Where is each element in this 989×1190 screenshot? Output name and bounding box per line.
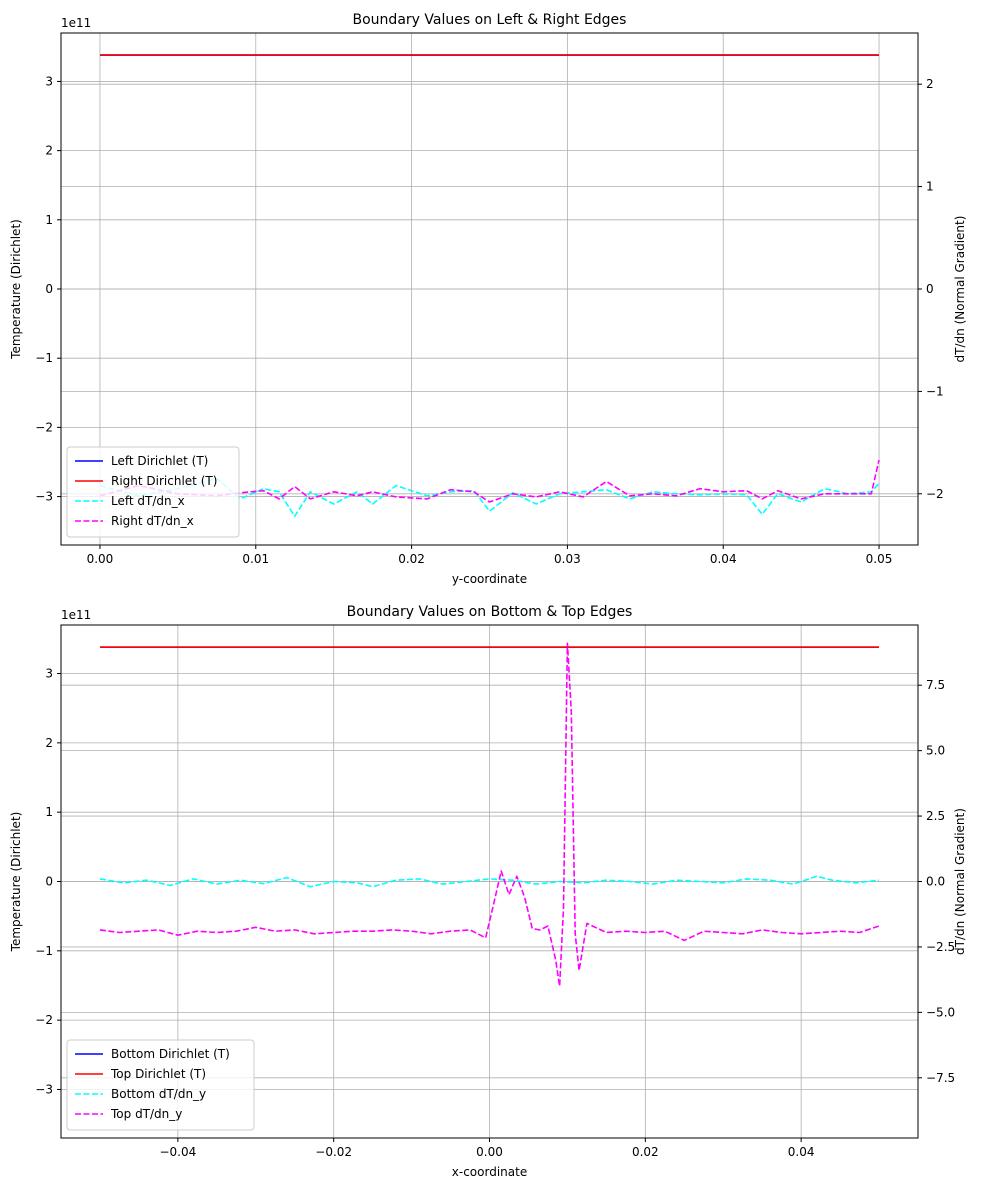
x-tick-label: 0.04 — [788, 1145, 815, 1159]
x-tick-label: 0.04 — [710, 552, 737, 566]
y-left-tick-label: 1 — [45, 213, 53, 227]
y-right-tick-label: −2.5 — [926, 940, 955, 954]
series-line — [99, 477, 880, 518]
x-tick-label: 0.03 — [554, 552, 581, 566]
x-tick-label: 0.01 — [242, 552, 269, 566]
y-left-tick-label: 2 — [45, 144, 53, 158]
y-left-tick-label: 3 — [45, 74, 53, 88]
y-right-axis-label: dT/dn (Normal Gradient) — [953, 808, 967, 955]
legend-label: Bottom Dirichlet (T) — [111, 1047, 230, 1061]
legend-label: Top dT/dn_y — [110, 1107, 182, 1121]
legend-label: Right Dirichlet (T) — [111, 474, 217, 488]
x-tick-label: −0.02 — [315, 1145, 352, 1159]
x-tick-label: −0.04 — [159, 1145, 196, 1159]
x-axis-label: y-coordinate — [452, 572, 527, 586]
y-right-tick-label: −7.5 — [926, 1071, 955, 1085]
x-axis-label: x-coordinate — [452, 1165, 527, 1179]
y-right-tick-label: 2.5 — [926, 809, 945, 823]
y-right-tick-label: 0 — [926, 282, 934, 296]
series-line — [99, 642, 880, 988]
y-left-tick-label: 0 — [45, 875, 53, 889]
legend-label: Bottom dT/dn_y — [111, 1087, 206, 1101]
y-right-tick-label: −5.0 — [926, 1005, 955, 1019]
y-left-tick-label: 2 — [45, 736, 53, 750]
y-right-tick-label: −1 — [926, 384, 944, 398]
legend-label: Left Dirichlet (T) — [111, 454, 208, 468]
chart-title: Boundary Values on Bottom & Top Edges — [347, 604, 633, 620]
grid-lines — [61, 33, 918, 545]
offset-label: 1e11 — [61, 16, 91, 30]
y-left-tick-label: 0 — [45, 282, 53, 296]
y-left-tick-label: −3 — [35, 1082, 53, 1096]
y-right-tick-label: 5.0 — [926, 744, 945, 758]
y-right-axis-label: dT/dn (Normal Gradient) — [953, 216, 967, 363]
series-line — [99, 875, 880, 888]
x-tick-label: 0.02 — [398, 552, 425, 566]
series-group — [99, 54, 880, 518]
y-right-tick-label: 0.0 — [926, 875, 945, 889]
offset-label: 1e11 — [61, 608, 91, 622]
y-left-tick-label: 1 — [45, 805, 53, 819]
legend: Left Dirichlet (T) Right Dirichlet (T) Lef… — [66, 446, 240, 538]
legend-label: Right dT/dn_x — [111, 514, 194, 528]
legend: Bottom Dirichlet (T) Top Dirichlet (T) Bot… — [66, 1039, 255, 1131]
y-left-tick-label: −3 — [35, 490, 53, 504]
legend-label: Top Dirichlet (T) — [110, 1067, 206, 1081]
legend-frame — [66, 1039, 255, 1131]
series-line — [99, 459, 880, 503]
legend-frame — [66, 446, 240, 538]
y-right-tick-label: 7.5 — [926, 678, 945, 692]
y-left-tick-label: 3 — [45, 667, 53, 681]
y-right-tick-label: 1 — [926, 180, 934, 194]
y-right-tick-label: 2 — [926, 77, 934, 91]
y-left-tick-label: −2 — [35, 1013, 53, 1027]
y-left-tick-label: −2 — [35, 420, 53, 434]
y-left-tick-label: −1 — [35, 351, 53, 365]
chart-title: Boundary Values on Left & Right Edges — [353, 12, 627, 28]
x-tick-label: 0.02 — [632, 1145, 659, 1159]
chart-panel-1: 0.00 0.01 0.02 0.03 0.04 0.05 −3 −2 −1 0 1 2 3 −2 −1 0 1… — [9, 12, 967, 586]
y-left-axis-label: Temperature (Dirichlet) — [9, 812, 23, 953]
series-group — [99, 642, 880, 988]
legend-label: Left dT/dn_x — [111, 494, 185, 508]
grid-lines — [61, 625, 918, 1138]
y-left-tick-label: −1 — [35, 944, 53, 958]
x-tick-label: 0.05 — [866, 552, 893, 566]
x-tick-label: 0.00 — [476, 1145, 503, 1159]
y-left-axis-label: Temperature (Dirichlet) — [9, 219, 23, 360]
x-tick-label: 0.00 — [87, 552, 114, 566]
y-right-tick-label: −2 — [926, 487, 944, 501]
chart-panel-2: −0.04 −0.02 0.00 0.02 0.04 −3 −2 −1 0 1 2 3 −7.5 −5.0… — [9, 604, 967, 1179]
